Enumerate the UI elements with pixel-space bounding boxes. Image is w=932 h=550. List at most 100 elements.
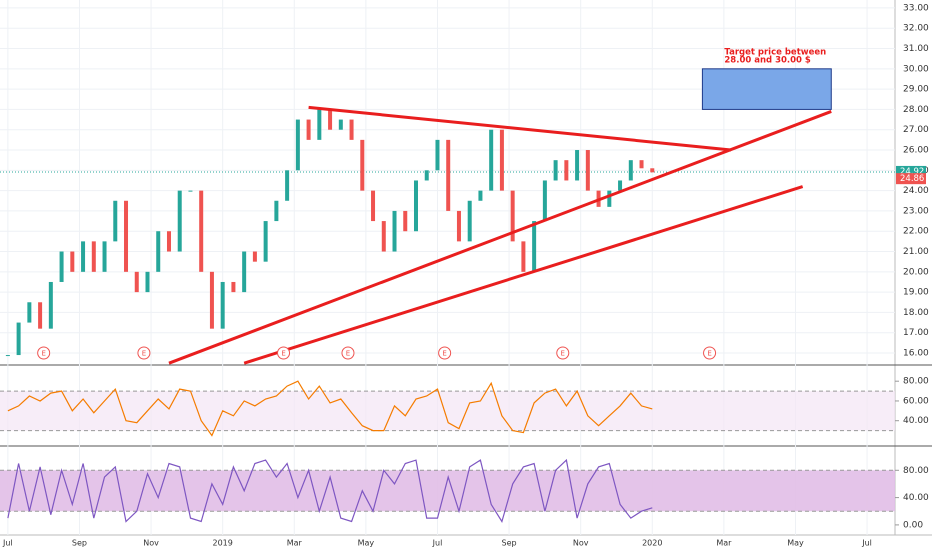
trend-line (168, 110, 832, 365)
candle (102, 241, 107, 272)
x-tick-label: 2019 (212, 539, 232, 548)
candle (285, 170, 290, 201)
y-tick-label: 33.00 (903, 3, 929, 13)
y-tick-label: 21.00 (903, 247, 929, 257)
candle (489, 129, 494, 191)
y-tick-label: 28.00 (903, 105, 929, 115)
candle (435, 139, 440, 171)
earnings-marker (703, 346, 717, 360)
candle (650, 168, 655, 173)
annotation: Target price between (724, 48, 826, 58)
target-box (701, 68, 832, 110)
candle (360, 139, 365, 191)
candle (209, 271, 214, 329)
candle (59, 251, 64, 282)
candle (145, 271, 150, 293)
candle (166, 231, 171, 252)
candle (585, 150, 590, 191)
y-tick-label: 60.00 (903, 396, 929, 406)
y-tick-label: 30.00 (903, 64, 929, 74)
y-tick-label: 80.00 (903, 377, 929, 387)
candle (188, 190, 193, 192)
candle (478, 190, 483, 201)
candle (424, 170, 429, 181)
candle (91, 241, 96, 272)
x-tick-label: Sep (72, 539, 87, 548)
candle (639, 160, 644, 169)
prev-price-label: 24.86 (900, 174, 924, 184)
annotation: 28.00 and 30.00 $ (724, 56, 811, 66)
y-tick-label: 23.00 (903, 206, 929, 216)
y-tick-label: 20.00 (903, 267, 929, 277)
y-tick-label: 80.00 (903, 466, 929, 476)
candle (413, 180, 418, 232)
y-tick-label: 40.00 (903, 493, 929, 503)
candle (177, 190, 182, 252)
candle (242, 251, 247, 293)
candle (618, 180, 623, 191)
candle (70, 251, 75, 272)
x-tick-label: Sep (502, 539, 517, 548)
prev-price-label-bg (896, 173, 926, 185)
candle (231, 281, 236, 293)
y-tick-label: 29.00 (903, 85, 929, 95)
candle (403, 210, 408, 232)
x-tick-label: Mar (716, 539, 732, 548)
candle (156, 231, 161, 272)
earnings-marker (37, 346, 51, 360)
candle (542, 180, 547, 222)
candle (338, 119, 343, 130)
candle (499, 129, 504, 191)
y-tick-label: 17.00 (903, 328, 929, 338)
earnings-label: E (41, 350, 45, 358)
candle (456, 210, 461, 242)
candle (5, 355, 10, 357)
y-tick-label: 0.00 (903, 520, 923, 530)
earnings-label: E (346, 350, 350, 358)
candle (295, 119, 300, 171)
candle (564, 160, 569, 181)
candle (252, 251, 257, 262)
y-tick-label: 18.00 (903, 308, 929, 318)
rsi-band (0, 391, 895, 431)
candle (124, 200, 129, 272)
last-price-label: 24.92 (900, 167, 924, 177)
candle (349, 119, 354, 140)
candle (274, 200, 279, 222)
earnings-label: E (442, 350, 446, 358)
candle (48, 281, 53, 329)
candle (81, 241, 86, 272)
candle (328, 109, 333, 130)
earnings-label: E (561, 350, 565, 358)
candle (575, 150, 580, 181)
earnings-marker (556, 346, 570, 360)
rsi-line (7, 380, 653, 437)
candle (113, 200, 118, 242)
y-tick-label: 31.00 (903, 44, 929, 54)
stoch-band (0, 470, 895, 512)
earnings-label: E (142, 350, 146, 358)
y-tick-label: 19.00 (903, 288, 929, 298)
trend-line (308, 105, 732, 152)
earnings-marker (341, 346, 355, 360)
candle (306, 119, 311, 140)
candle (553, 160, 558, 181)
x-tick-label: Mar (287, 539, 303, 548)
candle (446, 139, 451, 211)
candle (392, 210, 397, 252)
candle (521, 241, 526, 272)
y-tick-label: 26.00 (903, 146, 929, 156)
candle (371, 190, 376, 222)
earnings-marker (277, 346, 291, 360)
y-tick-label: 40.00 (903, 416, 929, 426)
earnings-marker (137, 346, 151, 360)
candle (220, 281, 225, 329)
x-tick-label: Jul (861, 539, 872, 548)
candle (532, 221, 537, 272)
y-tick-label: 16.00 (903, 349, 929, 359)
candle (38, 302, 43, 329)
y-tick-label: 24.00 (903, 186, 929, 196)
x-tick-label: Nov (573, 539, 589, 548)
candle (628, 160, 633, 181)
